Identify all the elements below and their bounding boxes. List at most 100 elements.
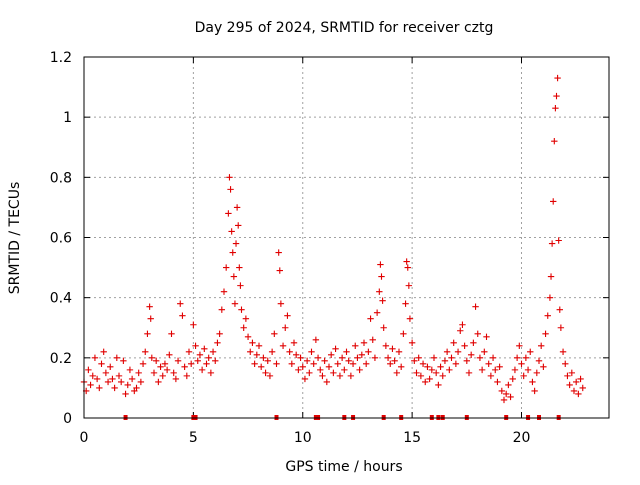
data-point (166, 351, 173, 359)
data-point (148, 354, 156, 362)
data-point (500, 396, 508, 404)
data-point (147, 315, 154, 322)
data-point (323, 378, 331, 386)
data-point (310, 360, 317, 368)
data-point (430, 354, 438, 362)
data-point (257, 363, 265, 371)
data-point (244, 333, 252, 340)
data-point (201, 345, 208, 353)
data-point (279, 342, 287, 349)
data-point (577, 375, 584, 383)
data-point (85, 366, 92, 374)
data-point (378, 273, 385, 280)
data-point (209, 348, 217, 356)
data-point (472, 303, 479, 310)
data-point (376, 288, 383, 295)
data-point (139, 360, 147, 368)
data-point (389, 345, 396, 353)
data-point (564, 372, 571, 380)
data-point (356, 366, 363, 374)
data-point (457, 327, 464, 334)
data-point (461, 342, 468, 349)
data-point (358, 351, 366, 359)
y-tick-label: 0.4 (50, 291, 72, 307)
data-point (377, 261, 384, 268)
data-point (522, 354, 530, 362)
data-point (172, 375, 180, 383)
data-point (229, 249, 236, 256)
data-point (535, 357, 543, 365)
data-point (450, 339, 457, 346)
data-point (452, 360, 460, 368)
data-point (203, 360, 210, 368)
data-point (467, 351, 475, 359)
data-point (96, 384, 103, 392)
data-point (216, 330, 223, 337)
data-point (369, 336, 376, 343)
data-point (542, 330, 549, 337)
data-point (446, 366, 453, 374)
data-point (552, 104, 559, 112)
data-point (232, 240, 240, 247)
data-point (255, 342, 263, 349)
data-point (382, 342, 390, 349)
data-point (402, 300, 409, 307)
data-point (330, 369, 337, 377)
data-point (288, 360, 296, 368)
data-point (319, 372, 326, 380)
data-point (179, 312, 186, 319)
data-point (207, 369, 215, 377)
data-point (109, 375, 116, 383)
data-point (448, 354, 455, 362)
data-point (524, 366, 532, 374)
data-point (271, 330, 278, 337)
data-point (413, 369, 420, 377)
data-point (137, 378, 145, 386)
data-point (470, 339, 477, 346)
data-point (227, 186, 234, 193)
data-point (476, 354, 484, 362)
data-point (572, 378, 580, 386)
data-point (314, 354, 322, 362)
data-point (111, 384, 118, 392)
data-point (557, 324, 565, 331)
data-point (478, 366, 486, 374)
data-point (400, 330, 407, 337)
data-point (334, 360, 341, 368)
data-point (91, 354, 99, 362)
data-point (507, 393, 514, 401)
data-point (231, 300, 239, 307)
data-point (284, 312, 291, 319)
data-point (529, 378, 536, 386)
data-point (419, 360, 427, 368)
data-point (509, 375, 516, 383)
data-point (397, 363, 405, 371)
data-point (142, 348, 149, 356)
data-point (98, 360, 105, 368)
data-point (117, 378, 125, 386)
y-axis-label: SRMTID / TECUs (7, 182, 23, 295)
data-point (579, 384, 586, 392)
data-point (343, 348, 350, 356)
data-point (273, 360, 280, 368)
data-point (177, 300, 184, 307)
data-point (391, 357, 398, 365)
data-point (115, 372, 123, 380)
data-point (122, 390, 129, 398)
data-point (301, 375, 309, 383)
data-point (126, 366, 134, 374)
data-point (218, 306, 226, 313)
data-point (411, 357, 418, 365)
data-point (299, 363, 306, 371)
data-point (155, 378, 162, 386)
data-point (87, 381, 94, 389)
data-point (292, 351, 300, 359)
data-point (194, 357, 201, 365)
data-point (505, 381, 512, 389)
data-point (540, 363, 547, 371)
data-point (404, 264, 411, 271)
data-point (546, 294, 554, 301)
data-point (489, 354, 497, 362)
data-point (415, 354, 422, 362)
data-point (502, 390, 510, 398)
